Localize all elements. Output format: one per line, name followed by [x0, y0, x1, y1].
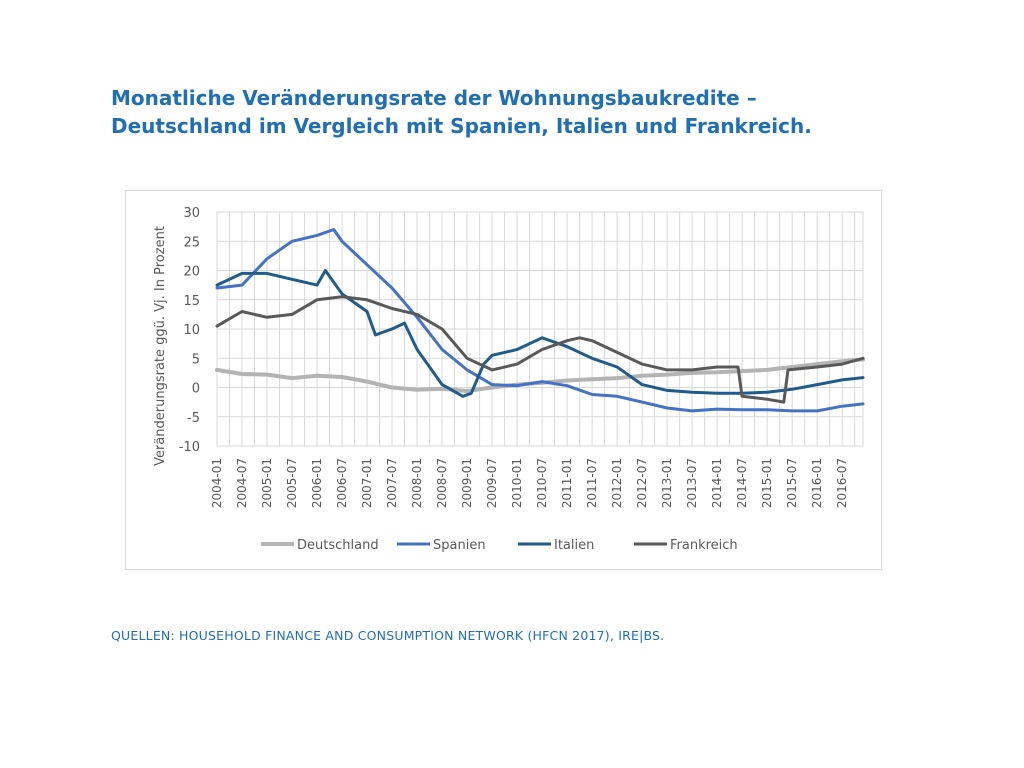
legend-label-frankreich: Frankreich — [670, 538, 738, 553]
x-tick-label: 2004-01 — [210, 458, 224, 508]
x-tick-label: 2012-01 — [610, 458, 624, 508]
y-tick-label: 15 — [183, 294, 200, 309]
x-tick-label: 2007-07 — [385, 458, 399, 508]
y-tick-label: -10 — [179, 440, 200, 455]
y-tick-label: 20 — [183, 265, 200, 280]
x-tick-label: 2014-07 — [735, 458, 749, 508]
x-tick-label: 2006-07 — [335, 458, 349, 508]
x-tick-label: 2013-07 — [685, 458, 699, 508]
x-tick-label: 2007-01 — [360, 458, 374, 508]
x-tick-label: 2011-01 — [560, 458, 574, 508]
y-tick-label: 0 — [192, 382, 200, 397]
slide-title: Monatliche Veränderungsrate der Wohnungs… — [111, 84, 991, 140]
series-line-frankreich — [215, 295, 865, 404]
x-tick-label: 2015-01 — [760, 458, 774, 508]
series-line-spanien — [215, 228, 865, 413]
y-tick-label: -5 — [187, 411, 200, 426]
legend-label-spanien: Spanien — [433, 538, 486, 553]
y-tick-label: 25 — [183, 235, 200, 250]
slide-title-line-1: Monatliche Veränderungsrate der Wohnungs… — [111, 86, 757, 110]
x-tick-label: 2015-07 — [785, 458, 799, 508]
x-tick-label: 2011-07 — [585, 458, 599, 508]
y-axis-ticks: -10 -5 0 5 10 15 20 25 30 — [179, 206, 200, 455]
y-tick-label: 10 — [183, 323, 200, 338]
x-tick-label: 2010-07 — [535, 458, 549, 508]
series-line-italien — [215, 269, 865, 398]
slide-title-line-2: Deutschland im Vergleich mit Spanien, It… — [111, 114, 812, 138]
x-tick-label: 2016-01 — [810, 458, 824, 508]
y-axis-label: Veränderungsrate ggü. Vj. In Prozent — [153, 226, 168, 466]
x-tick-label: 2014-01 — [710, 458, 724, 508]
x-tick-label: 2005-01 — [260, 458, 274, 508]
x-tick-label: 2009-01 — [460, 458, 474, 508]
legend-label-deutschland: Deutschland — [297, 538, 379, 553]
source-note: QUELLEN: HOUSEHOLD FINANCE AND CONSUMPTI… — [111, 628, 665, 643]
x-tick-label: 2008-01 — [410, 458, 424, 508]
legend: Deutschland Spanien Italien Frankreich — [261, 538, 738, 553]
y-tick-label: 30 — [183, 206, 200, 221]
chart-frame: -10 -5 0 5 10 15 20 25 30 2004-01 2004-07 2005-01 2… — [125, 190, 882, 570]
x-tick-label: 2010-01 — [510, 458, 524, 508]
x-tick-label: 2006-01 — [310, 458, 324, 508]
x-tick-label: 2004-07 — [235, 458, 249, 508]
x-tick-label: 2009-07 — [485, 458, 499, 508]
series-line-deutschland — [215, 357, 865, 393]
x-tick-label: 2013-01 — [660, 458, 674, 508]
x-tick-label: 2008-07 — [435, 458, 449, 508]
legend-label-italien: Italien — [554, 538, 594, 553]
x-tick-label: 2005-07 — [285, 458, 299, 508]
series-layer — [215, 228, 865, 413]
x-tick-label: 2016-07 — [835, 458, 849, 508]
y-tick-label: 5 — [192, 352, 200, 367]
x-tick-label: 2012-07 — [635, 458, 649, 508]
x-axis-ticks: 2004-01 2004-07 2005-01 2005-07 2006-01 2006-… — [210, 458, 849, 508]
